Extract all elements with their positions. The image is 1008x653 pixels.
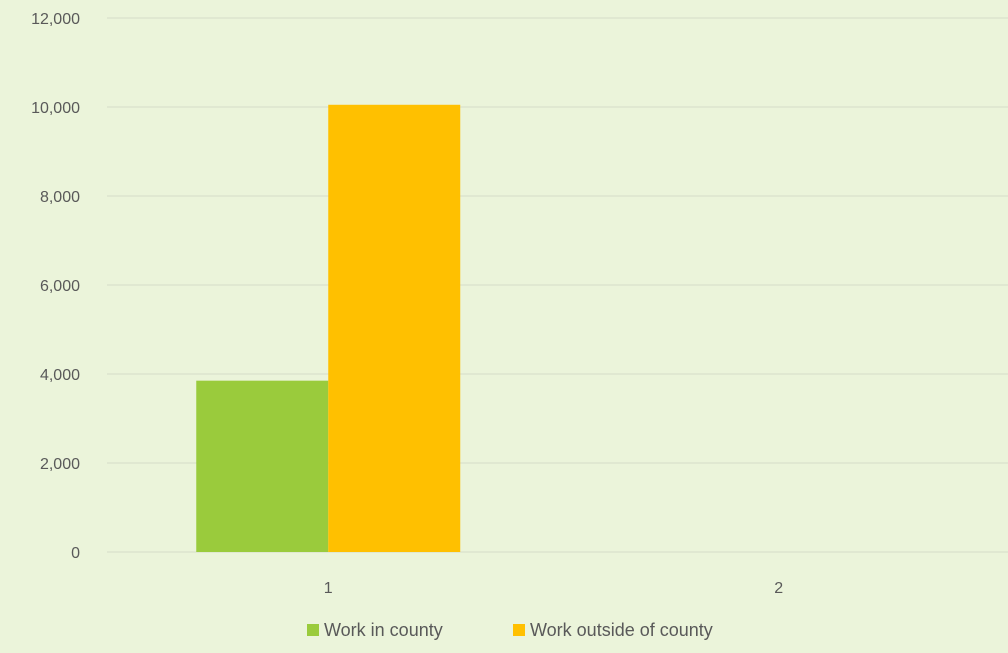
legend-swatch xyxy=(513,624,525,636)
legend-label: Work in county xyxy=(324,620,443,640)
bar-work-in-county-1 xyxy=(196,380,329,552)
y-tick-label: 8,000 xyxy=(40,189,80,206)
x-tick-label: 1 xyxy=(324,580,333,597)
y-tick-label: 0 xyxy=(71,545,80,562)
legend: Work in county Work outside of county xyxy=(307,620,713,640)
y-tick-label: 6,000 xyxy=(40,278,80,295)
bars xyxy=(196,104,461,553)
bar-work-outside-of-county-1 xyxy=(328,104,461,553)
legend-swatch xyxy=(307,624,319,636)
y-tick-label: 12,000 xyxy=(31,11,80,28)
y-tick-label: 10,000 xyxy=(31,100,80,117)
x-tick-label: 2 xyxy=(774,580,783,597)
y-tick-label: 2,000 xyxy=(40,456,80,473)
y-tick-label: 4,000 xyxy=(40,367,80,384)
y-axis-tick-labels: 0 2,000 4,000 6,000 8,000 10,000 12,000 xyxy=(31,11,80,562)
legend-label: Work outside of county xyxy=(530,620,713,640)
